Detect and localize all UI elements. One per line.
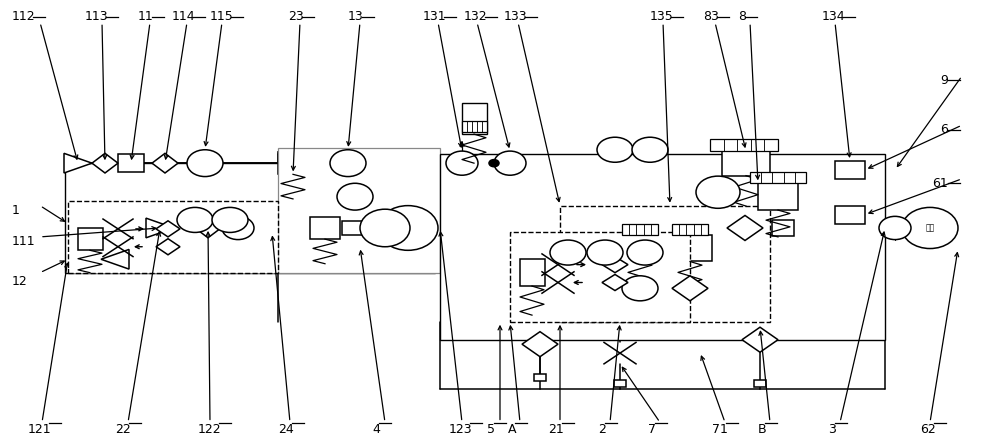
Polygon shape <box>101 249 129 269</box>
Bar <box>754 380 766 387</box>
Text: 9: 9 <box>940 74 948 87</box>
Text: 135: 135 <box>650 10 674 24</box>
Bar <box>65 163 435 273</box>
Bar <box>560 206 770 322</box>
Text: 61: 61 <box>932 177 948 190</box>
Bar <box>618 235 662 261</box>
Text: 1: 1 <box>12 203 20 217</box>
Text: 6: 6 <box>940 123 948 136</box>
Text: 113: 113 <box>85 10 109 24</box>
Ellipse shape <box>622 276 658 301</box>
Polygon shape <box>602 257 628 273</box>
Bar <box>710 139 778 151</box>
Text: 12: 12 <box>12 275 28 288</box>
Text: 13: 13 <box>348 10 364 24</box>
Bar <box>510 232 690 322</box>
Ellipse shape <box>597 137 633 162</box>
Ellipse shape <box>902 207 958 249</box>
Polygon shape <box>156 239 180 255</box>
Text: A: A <box>508 422 516 436</box>
Polygon shape <box>156 221 180 237</box>
Bar <box>342 221 367 235</box>
Ellipse shape <box>494 151 526 175</box>
Ellipse shape <box>360 209 410 247</box>
Ellipse shape <box>587 240 623 265</box>
Bar <box>758 183 798 210</box>
Text: 133: 133 <box>504 10 528 24</box>
Ellipse shape <box>550 240 586 265</box>
Ellipse shape <box>330 150 366 177</box>
Polygon shape <box>152 153 178 173</box>
Ellipse shape <box>378 206 438 250</box>
Text: 62: 62 <box>920 422 936 436</box>
Bar <box>672 224 708 235</box>
Bar <box>750 172 806 183</box>
Text: 3: 3 <box>828 422 836 436</box>
Text: 134: 134 <box>822 10 846 24</box>
Bar <box>78 228 103 250</box>
Polygon shape <box>727 215 763 240</box>
Text: 21: 21 <box>548 422 564 436</box>
Polygon shape <box>522 332 558 357</box>
Text: 4: 4 <box>372 422 380 436</box>
Text: 121: 121 <box>28 422 52 436</box>
Text: 5: 5 <box>487 422 495 436</box>
Ellipse shape <box>632 137 668 162</box>
Polygon shape <box>64 153 92 173</box>
Text: 8: 8 <box>738 10 746 24</box>
Bar <box>278 148 440 273</box>
Ellipse shape <box>337 183 373 210</box>
Text: 114: 114 <box>172 10 196 24</box>
Polygon shape <box>672 276 708 301</box>
Text: 2: 2 <box>598 422 606 436</box>
Text: 71: 71 <box>712 422 728 436</box>
Text: 111: 111 <box>12 235 36 248</box>
Ellipse shape <box>212 207 248 232</box>
Text: 83: 83 <box>703 10 719 24</box>
Ellipse shape <box>489 160 499 167</box>
Bar <box>668 235 712 261</box>
Polygon shape <box>146 218 174 238</box>
Polygon shape <box>92 153 118 173</box>
Text: 7: 7 <box>648 422 656 436</box>
Text: 患者: 患者 <box>925 224 935 232</box>
Ellipse shape <box>187 150 223 177</box>
Text: 24: 24 <box>278 422 294 436</box>
Text: 11: 11 <box>138 10 154 24</box>
Bar <box>118 154 144 172</box>
Text: 115: 115 <box>210 10 234 24</box>
Ellipse shape <box>879 216 911 240</box>
Polygon shape <box>195 218 221 238</box>
Bar <box>440 154 885 340</box>
Bar <box>835 206 865 224</box>
Ellipse shape <box>627 240 663 265</box>
Bar <box>835 161 865 179</box>
Bar <box>722 151 770 176</box>
Text: 22: 22 <box>115 422 131 436</box>
Bar <box>534 374 546 381</box>
Bar <box>278 152 308 174</box>
Bar <box>520 259 545 286</box>
Text: 23: 23 <box>288 10 304 24</box>
Ellipse shape <box>446 151 478 175</box>
Bar <box>310 217 340 239</box>
Bar <box>772 220 794 236</box>
Polygon shape <box>602 274 628 291</box>
Ellipse shape <box>696 176 740 208</box>
Bar <box>462 121 487 132</box>
Text: 122: 122 <box>198 422 222 436</box>
Ellipse shape <box>222 216 254 240</box>
Text: 131: 131 <box>423 10 447 24</box>
Ellipse shape <box>177 207 213 232</box>
Polygon shape <box>742 327 778 352</box>
Bar <box>68 201 278 273</box>
Text: 123: 123 <box>449 422 473 436</box>
Bar <box>614 380 626 387</box>
Bar <box>462 103 487 134</box>
Text: 132: 132 <box>464 10 488 24</box>
Text: B: B <box>758 422 767 436</box>
Bar <box>622 224 658 235</box>
Text: 112: 112 <box>12 10 36 24</box>
